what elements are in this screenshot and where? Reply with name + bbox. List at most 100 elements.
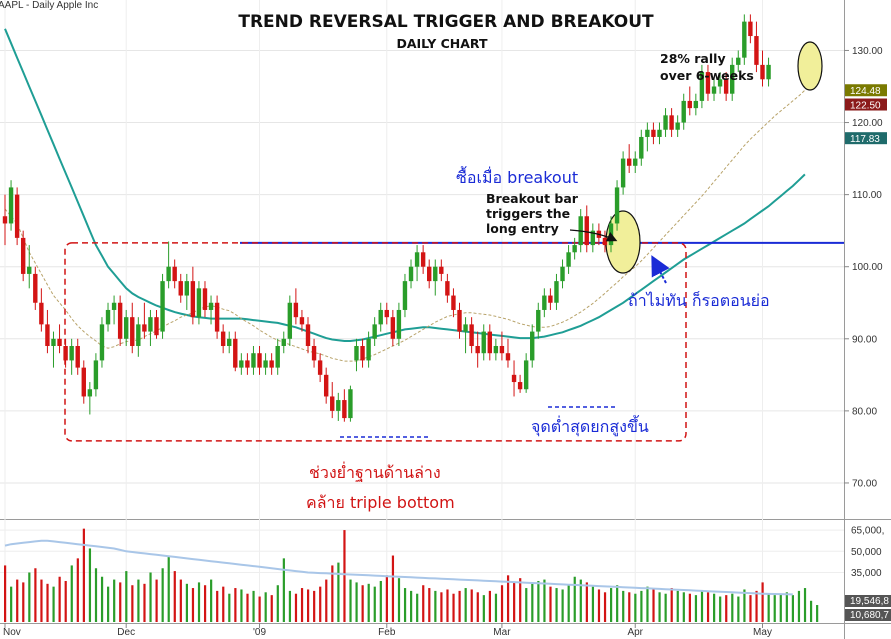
candle-body-up [136, 324, 141, 346]
candle-body-down [342, 400, 347, 419]
volume-bar [543, 579, 546, 622]
candle-body-up [766, 64, 771, 80]
chart-title: TREND REVERSAL TRIGGER AND BREAKOUT [238, 12, 654, 32]
volume-bar [797, 590, 801, 622]
candle-body-up [208, 302, 214, 310]
candle-body-up [263, 360, 268, 368]
candle-body-up [681, 100, 686, 123]
candle-body-down [269, 360, 274, 368]
volume-bar [185, 583, 188, 622]
volume-bar [270, 595, 273, 622]
candle-body-up [572, 245, 577, 253]
volume-bar [482, 595, 485, 622]
candle-body-up [93, 360, 99, 390]
candle-body-up [27, 266, 32, 274]
candle-body-up [372, 324, 377, 339]
breakout-bar-line3: long entry [486, 221, 559, 236]
volume-bar [670, 588, 673, 622]
volume-bar [525, 588, 528, 622]
candle-body-up [717, 79, 723, 87]
rally-annotation-line1: 28% rally [660, 51, 726, 66]
breakout-bar-line2: triggers the [486, 206, 570, 221]
volume-bar [755, 590, 758, 622]
price-tick-label: 130.00 [852, 46, 883, 57]
candle-body-down [754, 36, 759, 65]
price-tick-label: 70.00 [852, 478, 877, 489]
candle-body-up [742, 21, 747, 58]
volume-bar [416, 593, 419, 622]
candle-body-down [233, 338, 238, 368]
candle-body-up [699, 72, 705, 101]
volume-bar [652, 589, 655, 622]
volume-bar [561, 589, 564, 622]
candle-body-up [414, 252, 420, 267]
price-tick-label: 110.00 [852, 190, 882, 201]
candle-body-up [275, 346, 280, 368]
candle-body-down [469, 324, 474, 346]
volume-value-tag-label: 19,546,8 [850, 596, 889, 607]
candle-body-up [657, 129, 662, 137]
date-tick-label: '09 [253, 627, 266, 638]
volume-bar [16, 579, 19, 622]
volume-bar [155, 579, 158, 622]
base-range-box [64, 242, 687, 442]
volume-bar [579, 579, 582, 622]
candle-body-up [396, 309, 402, 339]
candle-body-down [390, 317, 396, 339]
annotation-arrows [569, 229, 670, 284]
volume-bar [113, 579, 116, 622]
price-tick-label: 90.00 [852, 334, 877, 345]
volume-bar [537, 580, 540, 622]
volume-bar [791, 595, 794, 622]
candle-body-up [530, 331, 535, 361]
volume-bar [82, 528, 85, 622]
candle-body-down [669, 115, 674, 130]
volume-bar [458, 590, 461, 622]
volume-bar [591, 586, 595, 622]
volume-bar [4, 565, 7, 622]
candle-body-down [202, 288, 208, 310]
volume-bar [100, 576, 104, 622]
volume-bar [452, 593, 455, 622]
chart-subtitle: DAILY CHART [396, 36, 487, 51]
candle-body-up [730, 64, 735, 94]
candle-body-up [87, 389, 93, 397]
short-moving-average [4, 89, 806, 362]
candle-body-up [378, 309, 383, 325]
breakout-bar-line1: Breakout bar [486, 191, 579, 206]
price-tick-label: 80.00 [852, 406, 877, 417]
candle-body-up [99, 324, 105, 361]
candle-body-up [433, 266, 438, 282]
volume-bar [240, 589, 243, 622]
volume-tick-label: 65,000, [851, 526, 884, 537]
candle-body-down [154, 317, 159, 336]
candle-body-up [348, 389, 353, 419]
candle-body-up [166, 266, 171, 282]
candle-body-up [608, 223, 614, 246]
volume-bars [4, 528, 819, 622]
candle-body-up [281, 338, 286, 346]
date-tick-label: Nov [3, 627, 21, 638]
volume-bar [34, 568, 37, 622]
chart-header: AAPL - Daily Apple Inc [0, 0, 98, 11]
candle-body-down [626, 158, 632, 166]
volume-bar [343, 530, 346, 622]
candle-body-up [590, 230, 596, 246]
candle-body-down [178, 281, 183, 296]
candle-body-up [402, 281, 408, 310]
volume-bar [585, 582, 588, 622]
price-value-tag [845, 98, 887, 111]
date-tick-label: Apr [627, 627, 643, 638]
volume-bar [664, 593, 667, 622]
volume-bar [713, 593, 716, 622]
long-moving-average [4, 28, 806, 342]
breakout-thai-label: ซื้อเมื่อ breakout [456, 166, 578, 187]
volume-bar [149, 572, 152, 622]
rally-annotation-line2: over 6-weeks [660, 68, 754, 83]
volume-bar [640, 590, 643, 622]
candle-body-down [384, 309, 389, 318]
candle-body-up [354, 346, 359, 361]
volume-bar [252, 590, 255, 622]
volume-bar [137, 579, 140, 622]
candle-body-down [760, 64, 765, 80]
